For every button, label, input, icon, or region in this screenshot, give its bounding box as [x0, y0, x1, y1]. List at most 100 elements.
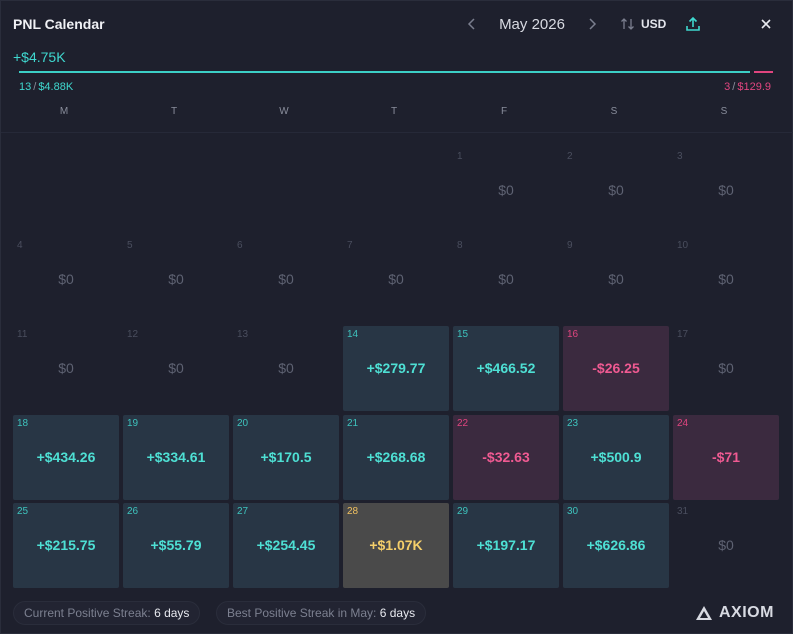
- page-title: PNL Calendar: [13, 16, 105, 32]
- day-cell-20[interactable]: 20 +$170.5: [233, 415, 339, 500]
- day-cell-6[interactable]: 6 $0: [233, 237, 339, 322]
- day-number: 17: [677, 329, 689, 340]
- day-number: 27: [237, 506, 249, 517]
- day-cell-21[interactable]: 21 +$268.68: [343, 415, 449, 500]
- day-pnl-value: -$26.25: [592, 360, 640, 376]
- weekday-sunday: S: [720, 106, 728, 117]
- day-pnl-value: $0: [718, 537, 734, 553]
- day-pnl-value: -$71: [711, 449, 741, 465]
- weekday-thursday: T: [390, 106, 398, 117]
- share-upload-icon: [686, 16, 700, 31]
- share-button[interactable]: [685, 15, 701, 33]
- day-number: 18: [17, 418, 29, 429]
- close-button[interactable]: [758, 15, 774, 33]
- brand-name: AXIOM: [719, 604, 774, 621]
- day-cell-4[interactable]: 4 $0: [13, 237, 119, 322]
- day-number: 25: [17, 506, 29, 517]
- current-streak-badge: Current Positive Streak: 6 days: [13, 601, 201, 625]
- day-cell-26[interactable]: 26 +$55.79: [123, 503, 229, 588]
- day-number: 4: [17, 240, 23, 251]
- negative-days-count: 3: [724, 81, 731, 93]
- day-cell-22[interactable]: 22 -$32.63: [453, 415, 559, 500]
- current-streak-value: 6 days: [154, 606, 190, 620]
- day-cell-15[interactable]: 15 +$466.52: [453, 326, 559, 411]
- day-pnl-value: +$626.86: [586, 537, 646, 553]
- day-cell-17[interactable]: 17 $0: [673, 326, 779, 411]
- day-pnl-value: $0: [278, 360, 294, 376]
- day-pnl-value: +$55.79: [150, 537, 202, 553]
- day-cell-23[interactable]: 23 +$500.9: [563, 415, 669, 500]
- day-cell-13[interactable]: 13 $0: [233, 326, 339, 411]
- day-number: 19: [127, 418, 139, 429]
- day-cell-30[interactable]: 30 +$626.86: [563, 503, 669, 588]
- day-cell-5[interactable]: 5 $0: [123, 237, 229, 322]
- day-pnl-value: $0: [278, 271, 294, 287]
- day-cell-11[interactable]: 11 $0: [13, 326, 119, 411]
- day-pnl-value: $0: [498, 182, 514, 198]
- weekday-friday: F: [500, 106, 508, 117]
- day-cell-29[interactable]: 29 +$197.17: [453, 503, 559, 588]
- weekday-tuesday: T: [170, 106, 178, 117]
- currency-toggle-button[interactable]: USD: [620, 15, 666, 33]
- day-pnl-value: +$434.26: [36, 449, 96, 465]
- day-cell-9[interactable]: 9 $0: [563, 237, 669, 322]
- negative-pnl-bar: [754, 71, 773, 73]
- chevron-left-icon: [467, 18, 475, 30]
- day-pnl-value: $0: [168, 271, 184, 287]
- header-divider: [1, 132, 793, 133]
- positive-summary: 13/$4.88K: [19, 81, 73, 93]
- day-cell-18[interactable]: 18 +$434.26: [13, 415, 119, 500]
- separator-slash: /: [732, 81, 736, 93]
- day-pnl-value: $0: [718, 182, 734, 198]
- day-cell-27[interactable]: 27 +$254.45: [233, 503, 339, 588]
- day-cell-31[interactable]: 31 $0: [673, 503, 779, 588]
- day-number: 30: [567, 506, 579, 517]
- day-cell-25[interactable]: 25 +$215.75: [13, 503, 119, 588]
- day-pnl-value: +$254.45: [256, 537, 316, 553]
- day-pnl-value: +$500.9: [590, 449, 642, 465]
- chevron-right-icon: [589, 18, 597, 30]
- day-cell-8[interactable]: 8 $0: [453, 237, 559, 322]
- day-number: 20: [237, 418, 249, 429]
- day-pnl-value: +$466.52: [476, 360, 536, 376]
- day-pnl-value: +$1.07K: [369, 537, 423, 553]
- prev-month-button[interactable]: [465, 15, 479, 33]
- day-cell-16[interactable]: 16 -$26.25: [563, 326, 669, 411]
- day-pnl-value: $0: [608, 182, 624, 198]
- day-number: 5: [127, 240, 133, 251]
- day-number: 31: [677, 506, 689, 517]
- positive-amount: $4.88K: [38, 81, 74, 93]
- day-pnl-value: -$32.63: [482, 449, 530, 465]
- day-cell-12[interactable]: 12 $0: [123, 326, 229, 411]
- day-cell-2[interactable]: 2 $0: [563, 148, 669, 233]
- next-month-button[interactable]: [585, 15, 599, 33]
- day-pnl-value: $0: [498, 271, 514, 287]
- day-number: 6: [237, 240, 243, 251]
- day-cell-7[interactable]: 7 $0: [343, 237, 449, 322]
- day-cell-24[interactable]: 24 -$71: [673, 415, 779, 500]
- day-pnl-value: +$215.75: [36, 537, 96, 553]
- day-pnl-value: $0: [168, 360, 184, 376]
- best-streak-badge: Best Positive Streak in May: 6 days: [216, 601, 427, 625]
- day-number: 9: [567, 240, 573, 251]
- day-cell-19[interactable]: 19 +$334.61: [123, 415, 229, 500]
- currency-label: USD: [641, 17, 667, 31]
- positive-pnl-bar: [19, 71, 750, 73]
- day-cell-14[interactable]: 14 +$279.77: [343, 326, 449, 411]
- day-cell-3[interactable]: 3 $0: [673, 148, 779, 233]
- header: PNL Calendar May 2026 USD: [1, 1, 793, 47]
- day-pnl-value: $0: [718, 360, 734, 376]
- day-cell-28[interactable]: 28 +$1.07K: [343, 503, 449, 588]
- day-pnl-value: +$197.17: [476, 537, 536, 553]
- day-number: 7: [347, 240, 353, 251]
- day-pnl-value: $0: [58, 360, 74, 376]
- negative-amount: $129.9: [737, 81, 771, 93]
- day-cell-10[interactable]: 10 $0: [673, 237, 779, 322]
- brand-logo: AXIOM: [695, 604, 774, 622]
- day-number: 28: [347, 506, 359, 517]
- day-pnl-value: +$334.61: [146, 449, 206, 465]
- day-cell-1[interactable]: 1 $0: [453, 148, 559, 233]
- axiom-logo-icon: [696, 606, 712, 620]
- weekday-header: M T W T F S S: [11, 106, 781, 120]
